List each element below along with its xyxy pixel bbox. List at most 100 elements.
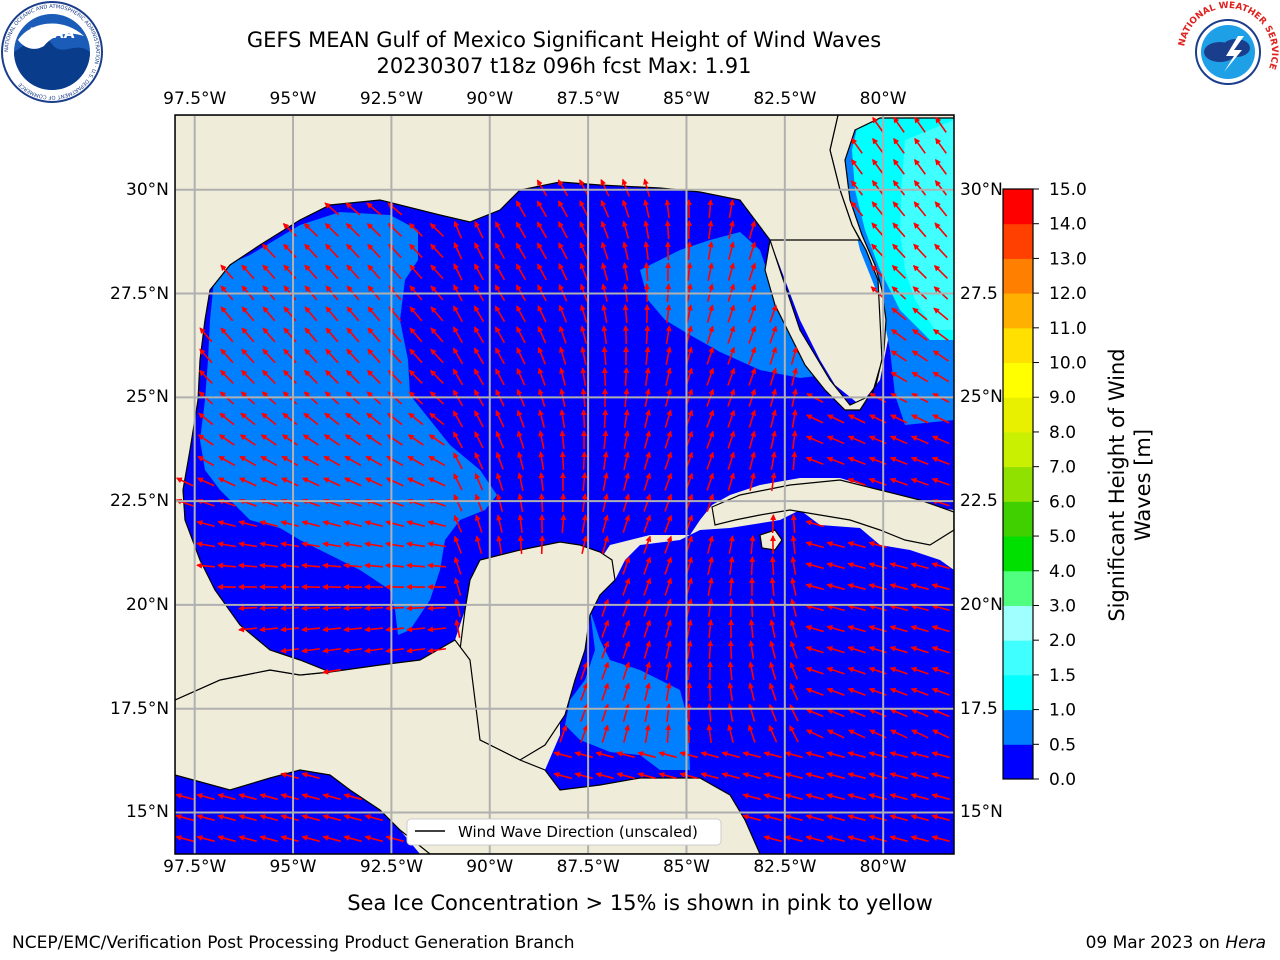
wave-arrow bbox=[664, 409, 673, 428]
wave-arrow bbox=[748, 619, 755, 639]
wave-arrow bbox=[364, 814, 383, 822]
wave-arrow bbox=[665, 325, 672, 345]
wave-arrow bbox=[324, 223, 340, 237]
wave-arrow bbox=[931, 435, 950, 445]
wave-arrow bbox=[496, 535, 503, 555]
wave-arrow bbox=[769, 325, 778, 344]
wave-arrow bbox=[790, 514, 797, 534]
colorbar-bin bbox=[1003, 709, 1033, 745]
wave-arrow bbox=[763, 814, 782, 822]
wave-arrow bbox=[301, 814, 320, 822]
wave-arrow bbox=[622, 703, 630, 722]
wave-arrow bbox=[453, 556, 462, 575]
wave-arrow bbox=[580, 325, 587, 344]
wave-arrow bbox=[623, 451, 630, 470]
wave-arrow bbox=[452, 326, 464, 344]
wave-arrow bbox=[538, 493, 545, 513]
wave-arrow bbox=[826, 835, 845, 843]
wave-arrow bbox=[238, 835, 257, 843]
wave-arrow bbox=[558, 304, 568, 323]
wave-arrow bbox=[748, 262, 757, 281]
wave-arrow bbox=[539, 535, 546, 555]
wave-arrow bbox=[601, 661, 610, 680]
wave-arrow bbox=[406, 647, 426, 654]
wave-arrow bbox=[643, 577, 652, 596]
wave-arrow bbox=[601, 598, 610, 617]
wave-arrow bbox=[557, 179, 569, 197]
wave-arrow bbox=[889, 583, 908, 591]
wave-arrow bbox=[889, 687, 908, 696]
wave-arrow bbox=[910, 414, 929, 424]
wave-arrow bbox=[343, 520, 362, 528]
wave-arrow bbox=[826, 708, 845, 718]
wave-arrow bbox=[495, 472, 504, 491]
wave-arrow bbox=[748, 220, 756, 239]
wave-arrow bbox=[727, 325, 736, 344]
wave-arrow bbox=[826, 645, 845, 654]
wave-arrow bbox=[931, 562, 950, 570]
wave-arrow bbox=[601, 304, 608, 323]
wave-arrow bbox=[622, 598, 631, 617]
wave-arrow bbox=[847, 435, 866, 445]
wave-arrow bbox=[303, 223, 319, 237]
wave-arrow bbox=[322, 477, 341, 487]
wave-arrow bbox=[871, 243, 885, 259]
wave-arrow bbox=[910, 793, 929, 801]
wave-arrow bbox=[408, 369, 423, 384]
wave-arrow bbox=[621, 199, 630, 218]
wave-arrow bbox=[892, 201, 906, 217]
wave-arrow bbox=[826, 435, 845, 445]
wave-arrow bbox=[622, 577, 631, 596]
wave-arrow bbox=[241, 306, 255, 322]
colorbar-bin bbox=[1003, 570, 1033, 606]
wave-arrow bbox=[686, 640, 693, 660]
wave-arrow bbox=[933, 307, 949, 321]
wave-arrow bbox=[346, 264, 360, 280]
wave-arrow bbox=[847, 645, 866, 654]
wave-arrow bbox=[805, 625, 824, 633]
wave-arrow bbox=[910, 708, 929, 718]
wave-arrow bbox=[430, 327, 444, 343]
wave-arrow bbox=[910, 477, 929, 486]
wave-arrow bbox=[784, 772, 803, 780]
wave-arrow bbox=[707, 619, 714, 639]
wave-arrow bbox=[910, 456, 929, 465]
wave-arrow bbox=[473, 305, 485, 323]
wave-arrow bbox=[911, 350, 928, 362]
wave-arrow bbox=[747, 724, 756, 743]
wave-arrow bbox=[931, 645, 950, 654]
wave-arrow bbox=[728, 241, 735, 260]
wave-arrow bbox=[364, 835, 383, 843]
wave-arrow bbox=[580, 682, 589, 701]
wave-arrow bbox=[385, 626, 405, 633]
wave-arrow bbox=[601, 619, 610, 638]
wave-arrow bbox=[622, 325, 629, 345]
wave-arrow bbox=[790, 535, 797, 555]
wave-arrow bbox=[826, 562, 845, 570]
wave-arrow bbox=[453, 493, 463, 512]
wave-arrow bbox=[769, 640, 776, 659]
lon-tick-label: 97.5°W bbox=[163, 857, 227, 877]
wave-arrow bbox=[406, 520, 425, 528]
wave-arrow bbox=[366, 223, 382, 237]
wave-arrow bbox=[261, 412, 277, 426]
wave-arrow bbox=[343, 477, 362, 487]
wave-arrow bbox=[934, 180, 948, 196]
wave-arrow bbox=[558, 242, 568, 260]
lat-tick-label: 30°N bbox=[126, 179, 169, 200]
wave-arrow bbox=[601, 640, 610, 659]
wave-arrow bbox=[241, 348, 255, 364]
wave-arrow bbox=[344, 455, 362, 467]
wave-arrow bbox=[474, 493, 483, 512]
wave-arrow bbox=[664, 220, 671, 240]
wave-arrow bbox=[889, 645, 908, 654]
lon-tick-label: 95°W bbox=[269, 857, 317, 877]
wave-arrow bbox=[325, 348, 339, 364]
colorbar-bin bbox=[1003, 189, 1033, 225]
wave-arrow bbox=[601, 262, 609, 281]
wave-arrow bbox=[748, 304, 757, 323]
lat-tick-label: 27.5 bbox=[960, 283, 998, 304]
wave-arrow bbox=[769, 346, 778, 365]
wave-arrow bbox=[346, 243, 360, 259]
wave-arrow bbox=[931, 477, 950, 486]
